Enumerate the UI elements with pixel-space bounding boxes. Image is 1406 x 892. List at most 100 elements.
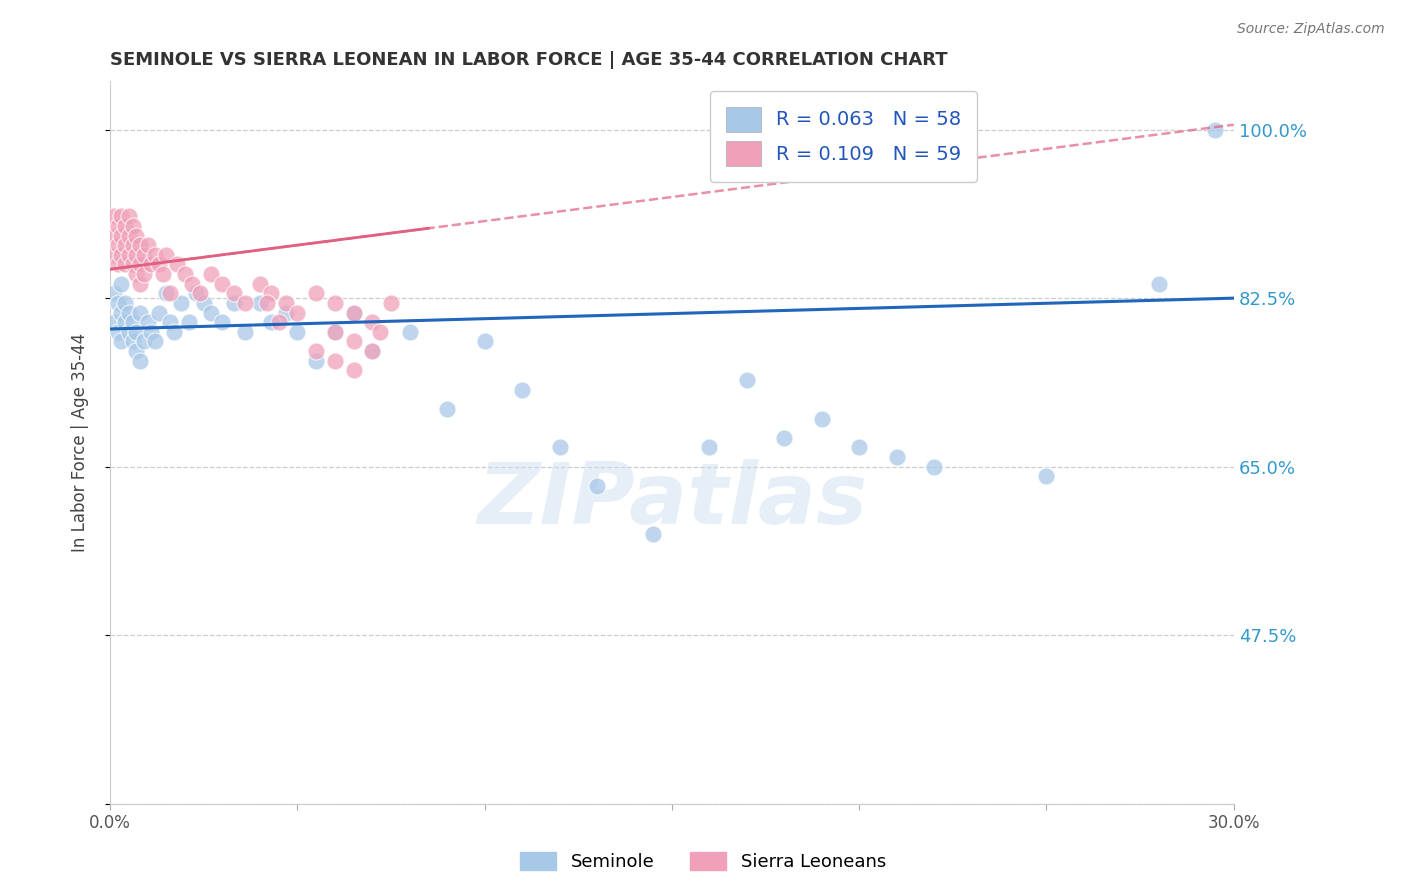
Point: [380, 296, 402, 310]
Point: [114, 296, 136, 310]
Point: [163, 325, 186, 339]
Point: [586, 479, 609, 493]
Point: [159, 315, 181, 329]
Point: [121, 219, 143, 233]
Point: [107, 219, 129, 233]
Point: [186, 286, 208, 301]
Point: [121, 238, 143, 252]
Point: [810, 411, 832, 425]
Point: [118, 228, 141, 243]
Point: [103, 248, 125, 262]
Point: [848, 441, 870, 455]
Point: [274, 296, 297, 310]
Point: [136, 315, 159, 329]
Point: [166, 257, 188, 271]
Point: [103, 228, 125, 243]
Point: [368, 325, 391, 339]
Point: [361, 315, 384, 329]
Point: [141, 257, 163, 271]
Point: [305, 344, 328, 359]
Point: [110, 334, 132, 349]
Point: [132, 267, 155, 281]
Point: [323, 353, 346, 368]
Point: [773, 431, 796, 445]
Point: [233, 325, 256, 339]
Point: [361, 344, 384, 359]
Point: [323, 325, 346, 339]
Point: [233, 296, 256, 310]
Point: [155, 286, 177, 301]
Point: [886, 450, 908, 464]
Point: [342, 363, 364, 377]
Point: [200, 305, 222, 319]
Legend: R = 0.063   N = 58, R = 0.109   N = 59: R = 0.063 N = 58, R = 0.109 N = 59: [710, 91, 977, 182]
Point: [114, 315, 136, 329]
Point: [548, 441, 571, 455]
Point: [922, 459, 945, 474]
Point: [121, 257, 143, 271]
Point: [510, 383, 533, 397]
Point: [114, 238, 136, 252]
Point: [1147, 277, 1170, 291]
Point: [342, 334, 364, 349]
Point: [211, 315, 233, 329]
Point: [110, 277, 132, 291]
Point: [132, 248, 155, 262]
Point: [110, 305, 132, 319]
Point: [267, 315, 290, 329]
Point: [114, 219, 136, 233]
Point: [125, 344, 148, 359]
Point: [107, 296, 129, 310]
Point: [125, 267, 148, 281]
Point: [125, 248, 148, 262]
Point: [141, 325, 163, 339]
Point: [1035, 469, 1057, 483]
Point: [323, 325, 346, 339]
Point: [110, 209, 132, 223]
Point: [274, 305, 297, 319]
Legend: Seminole, Sierra Leoneans: Seminole, Sierra Leoneans: [513, 845, 893, 879]
Point: [249, 296, 271, 310]
Point: [342, 305, 364, 319]
Point: [398, 325, 420, 339]
Point: [249, 277, 271, 291]
Point: [103, 209, 125, 223]
Point: [121, 334, 143, 349]
Point: [474, 334, 496, 349]
Point: [143, 334, 166, 349]
Point: [285, 305, 308, 319]
Point: [699, 441, 721, 455]
Point: [118, 209, 141, 223]
Point: [222, 296, 245, 310]
Point: [132, 334, 155, 349]
Point: [181, 277, 204, 291]
Point: [143, 248, 166, 262]
Point: [260, 286, 283, 301]
Point: [170, 296, 193, 310]
Text: ZIPatlas: ZIPatlas: [477, 459, 868, 542]
Y-axis label: In Labor Force | Age 35-44: In Labor Force | Age 35-44: [72, 333, 89, 552]
Point: [125, 228, 148, 243]
Point: [643, 527, 665, 541]
Point: [177, 315, 200, 329]
Point: [436, 401, 458, 416]
Point: [107, 238, 129, 252]
Point: [118, 325, 141, 339]
Point: [114, 257, 136, 271]
Point: [107, 257, 129, 271]
Point: [129, 277, 152, 291]
Point: [305, 286, 328, 301]
Point: [129, 305, 152, 319]
Point: [174, 267, 197, 281]
Point: [125, 325, 148, 339]
Point: [148, 257, 170, 271]
Point: [256, 296, 278, 310]
Point: [285, 325, 308, 339]
Point: [103, 315, 125, 329]
Point: [152, 267, 174, 281]
Point: [211, 277, 233, 291]
Text: Source: ZipAtlas.com: Source: ZipAtlas.com: [1237, 22, 1385, 37]
Point: [159, 286, 181, 301]
Point: [188, 286, 211, 301]
Point: [1204, 122, 1226, 136]
